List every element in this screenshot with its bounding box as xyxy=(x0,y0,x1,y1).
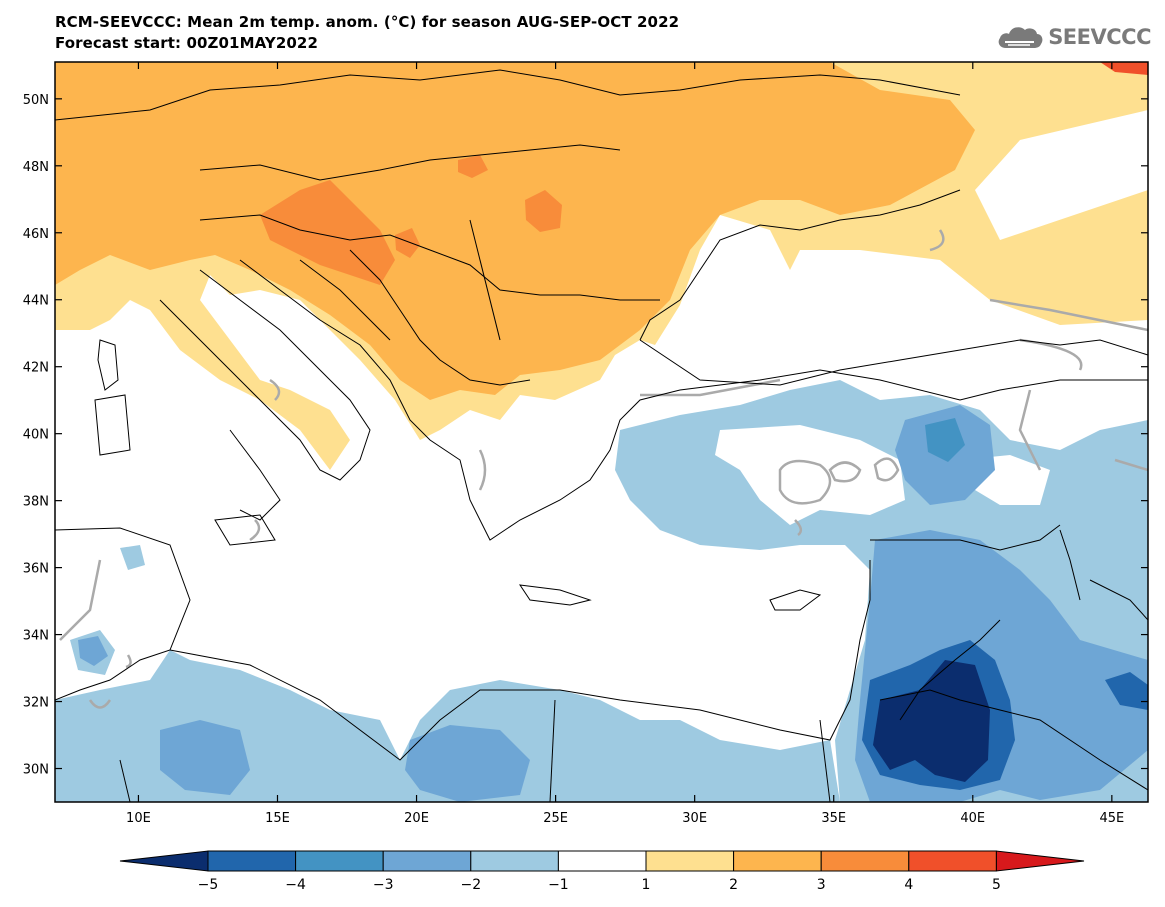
colorbar-label: 2 xyxy=(729,877,738,893)
cool-anomaly-2-3-libya xyxy=(160,720,250,795)
colorbar-high-extension xyxy=(995,850,1085,872)
colorbar-label: −3 xyxy=(373,877,394,893)
warm-anomaly-3-4-hungary xyxy=(458,155,488,178)
lon-tick-label: 35E xyxy=(821,811,846,826)
lon-tick-label: 40E xyxy=(960,811,985,826)
lat-tick-label: 40N xyxy=(23,428,49,443)
lat-tick-label: 36N xyxy=(23,562,49,577)
colorbar-low-extension xyxy=(119,850,209,872)
colorbar-label: −4 xyxy=(285,877,306,893)
chart-title: RCM-SEEVCCC: Mean 2m temp. anom. (°C) fo… xyxy=(55,13,680,31)
cool-anomaly-1-2-tunisia-north xyxy=(120,545,145,570)
seevccc-logo: SEEVCCC xyxy=(996,22,1151,52)
warm-anomaly-3-4-serbia xyxy=(395,228,420,258)
colorbar-swatch xyxy=(470,850,559,872)
colorbar-swatch xyxy=(557,850,647,872)
cool-anomaly-3-4-iraq xyxy=(1105,672,1148,710)
lat-tick-label: 46N xyxy=(23,227,49,242)
lon-tick-label: 15E xyxy=(265,811,290,826)
colorbar-swatch xyxy=(908,850,997,872)
colorbar-label: 5 xyxy=(992,877,1001,893)
lat-tick-label: 44N xyxy=(23,294,49,309)
cool-anomaly-3-4-turkey xyxy=(925,418,965,462)
lat-tick-label: 30N xyxy=(23,763,49,778)
colorbar-label: 3 xyxy=(817,877,826,893)
lon-tick-label: 25E xyxy=(543,811,568,826)
lon-tick-label: 10E xyxy=(126,811,151,826)
forecast-start-label: Forecast start: 00Z01MAY2022 xyxy=(55,34,318,52)
latitude-axis: 50N 48N 46N 44N 42N 40N 38N 36N 34N 32N 30N xyxy=(23,93,1148,778)
coastlines-borders xyxy=(55,69,1148,802)
lon-tick-label: 20E xyxy=(404,811,429,826)
cloud-icon xyxy=(998,27,1043,48)
cool-anomaly-2-3-tunisia xyxy=(78,636,108,666)
lon-tick-label: 30E xyxy=(682,811,707,826)
lon-tick-label: 45E xyxy=(1099,811,1124,826)
lat-tick-label: 42N xyxy=(23,361,49,376)
neutral-turkey-interior xyxy=(715,425,905,525)
map-frame xyxy=(54,61,1149,803)
colorbar-label: −1 xyxy=(548,877,569,893)
colorbar: −5 −4 −3 −2 −1 1 2 3 4 5 xyxy=(119,850,1085,893)
cool-anomaly-4-5-core xyxy=(873,660,990,782)
lat-tick-label: 32N xyxy=(23,696,49,711)
warm-anomaly-2-3 xyxy=(55,62,975,400)
longitude-axis: 10E 15E 20E 25E 30E 35E 40E 45E xyxy=(126,62,1124,826)
colorbar-label: 1 xyxy=(642,877,651,893)
lat-tick-label: 50N xyxy=(23,93,49,108)
lat-tick-label: 34N xyxy=(23,629,49,644)
colorbar-swatch xyxy=(382,850,472,872)
colorbar-label: −5 xyxy=(198,877,219,893)
cool-anomaly-2-3-egypt xyxy=(405,725,530,802)
colorbar-swatch xyxy=(295,850,384,872)
colorbar-label: −2 xyxy=(460,877,481,893)
anomaly-field xyxy=(55,62,1148,802)
lat-tick-label: 38N xyxy=(23,495,49,510)
colorbar-swatch xyxy=(207,850,297,872)
zero-contours xyxy=(59,229,1148,709)
warm-anomaly-3-4-romania xyxy=(525,190,562,232)
colorbar-label: 4 xyxy=(904,877,913,893)
colorbar-swatch xyxy=(733,850,822,872)
colorbar-swatch xyxy=(645,850,735,872)
lat-tick-label: 48N xyxy=(23,160,49,175)
warm-anomaly-3-4-croatia xyxy=(260,180,395,285)
colorbar-swatch xyxy=(820,850,910,872)
logo-text: SEEVCCC xyxy=(1048,25,1151,49)
